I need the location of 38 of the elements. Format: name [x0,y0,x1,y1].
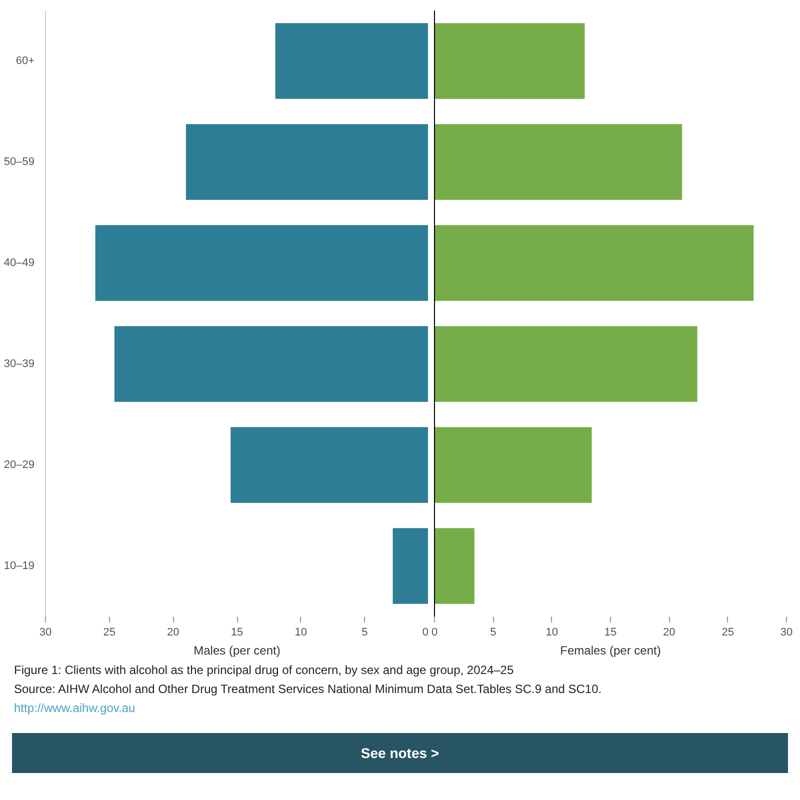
x-tick-label: 30 [39,626,52,638]
y-tick-label: 50–59 [4,156,35,168]
caption: Figure 1: Clients with alcohol as the principal drug of concern, by sex and age group, 2024–25 [14,662,514,679]
source-note: Source: AIHW Alcohol and Other Drug Treatment Services National Minimum Data Set.Tables SC.9 and SC10. [14,681,602,698]
x-tick-label: 15 [604,626,617,638]
x-tick-label: 15 [230,626,244,638]
bar [114,326,428,402]
x-tick-label: 10 [294,626,307,638]
bar [434,528,474,604]
text: See notes > [360,744,440,764]
bar [434,225,754,301]
y-tick-label: 40–49 [4,257,35,269]
x-tick-label: 25 [103,626,116,638]
text: http://www.aihw.gov.au [14,700,136,718]
x-tick-label: 0 [422,626,429,638]
bar [95,225,428,301]
bar [230,427,428,503]
bar [434,124,682,200]
bar [434,427,592,503]
y-tick-label: 30–39 [4,358,35,370]
bar [434,23,585,99]
bar [186,124,428,200]
x-tick-label: 30 [780,626,793,638]
x-axis-title: Females (per cent) [560,644,661,658]
bar [392,528,428,604]
y-tick-label: 20–29 [4,459,35,471]
x-tick-label: 10 [546,626,558,638]
x-tick-label: 5 [362,626,368,638]
y-tick-label: 10–19 [4,560,35,572]
x-tick-label: 20 [663,626,676,638]
x-tick-label: 0 [431,626,438,638]
x-axis-title: Males (per cent) [194,644,280,658]
y-tick-label: 60+ [16,55,35,67]
bar [275,23,428,99]
x-tick-label: 5 [490,626,496,638]
x-tick-label: 25 [722,626,734,638]
x-tick-label: 20 [167,626,180,638]
bar [434,326,698,402]
